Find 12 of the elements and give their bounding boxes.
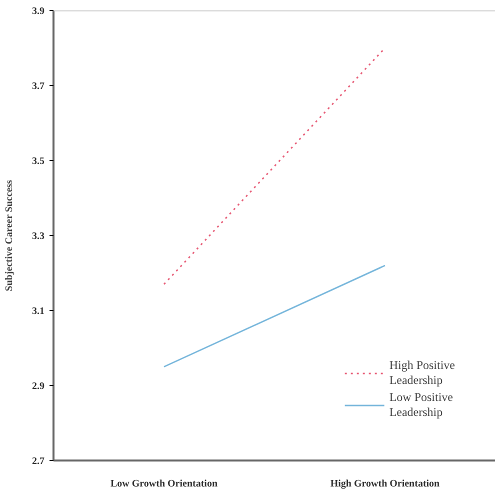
y-tick-label: 3.1 <box>32 306 44 317</box>
x-tick-label: Low Growth Orientation <box>110 478 218 490</box>
x-tick-label: High Growth Orientation <box>330 478 440 490</box>
y-tick-label: 3.7 <box>32 81 44 92</box>
legend-label: Low Positive Leadership <box>389 390 453 420</box>
y-tick-label: 2.9 <box>32 381 44 392</box>
y-tick-label: 3.5 <box>32 156 44 167</box>
y-tick-label: 3.9 <box>32 6 44 17</box>
y-axis-title: Subjective Career Success <box>4 180 15 292</box>
legend-label: High Positive Leadership <box>389 358 455 388</box>
y-tick-label: 3.3 <box>32 231 44 242</box>
y-tick-label: 2.7 <box>32 456 44 467</box>
